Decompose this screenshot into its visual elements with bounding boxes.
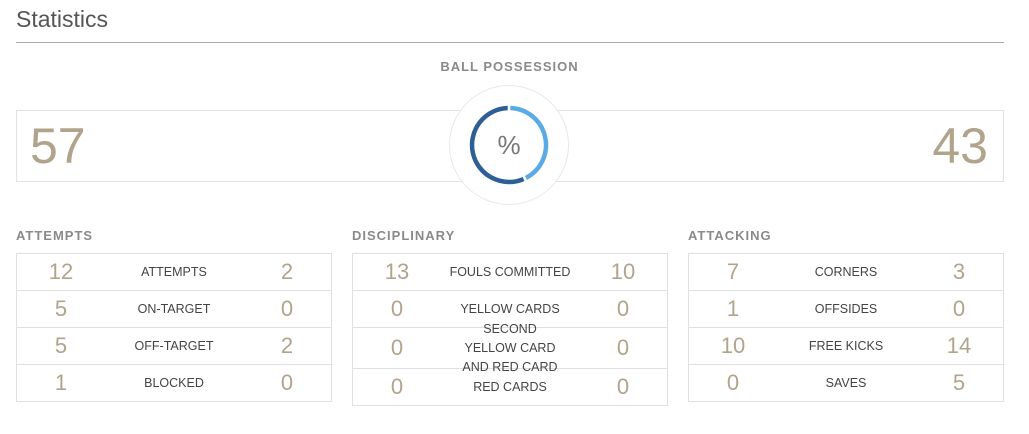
- disciplinary-title: DISCIPLINARY: [352, 228, 456, 243]
- possession-away-arc: [510, 105, 549, 180]
- home-value: 5: [54, 333, 68, 358]
- home-value: 12: [48, 259, 74, 284]
- away-value: 2: [280, 259, 294, 284]
- home-value: 1: [54, 370, 68, 395]
- table-row: 0 RED CARDS 0: [353, 369, 667, 406]
- percent-icon: %: [497, 130, 521, 160]
- table-row: 5 OFF-TARGET 2: [17, 328, 331, 365]
- table-row: 1 OFFSIDES 0: [689, 291, 1003, 328]
- stat-label: OFFSIDES: [814, 301, 878, 316]
- away-value: 0: [616, 374, 630, 399]
- possession-label: BALL POSSESSION: [440, 59, 579, 74]
- away-value: 0: [616, 335, 630, 360]
- away-value: 10: [610, 259, 636, 284]
- table-row: 1 BLOCKED 0: [17, 365, 331, 402]
- attacking-table: 7 CORNERS 3 1 OFFSIDES 0 10 FREE KICKS 1…: [688, 253, 1004, 402]
- home-value: 7: [726, 259, 740, 284]
- table-row: 12 ATTEMPTS 2: [17, 254, 331, 291]
- attacking-section: ATTACKING 7 CORNERS 3 1 OFFSIDES 0 10 FR…: [688, 228, 1004, 402]
- away-value: 0: [952, 296, 966, 321]
- home-value: 10: [720, 333, 746, 358]
- possession-donut: %: [449, 85, 569, 205]
- home-value: 0: [390, 335, 404, 360]
- stat-label: CORNERS: [814, 264, 878, 279]
- away-value: 14: [946, 333, 972, 358]
- possession-home-value: 57: [30, 118, 86, 174]
- table-row: 0 SECOND YELLOW CARD AND RED CARD 0: [353, 322, 667, 374]
- stat-label: YELLOW CARDS: [460, 301, 560, 316]
- stat-label: RED CARDS: [473, 379, 547, 394]
- stat-label: SAVES: [825, 375, 867, 390]
- table-row: 7 CORNERS 3: [689, 254, 1003, 291]
- stat-label: SECOND YELLOW CARD AND RED CARD: [462, 321, 558, 374]
- table-row: 13 FOULS COMMITTED 10: [353, 254, 667, 291]
- table-row: 0 SAVES 5: [689, 365, 1003, 402]
- away-value: 2: [280, 333, 294, 358]
- disciplinary-table: 13 FOULS COMMITTED 10 0 YELLOW CARDS 0 0…: [352, 253, 668, 406]
- stat-label: FOULS COMMITTED: [449, 264, 571, 279]
- away-value: 0: [280, 296, 294, 321]
- away-value: 0: [280, 370, 294, 395]
- home-value: 0: [390, 374, 404, 399]
- table-row: 5 ON-TARGET 0: [17, 291, 331, 328]
- table-row: 10 FREE KICKS 14: [689, 328, 1003, 365]
- away-value: 3: [952, 259, 966, 284]
- away-value: 0: [616, 296, 630, 321]
- attacking-title: ATTACKING: [688, 228, 772, 243]
- title-divider: [16, 42, 1004, 43]
- stat-label: BLOCKED: [144, 375, 204, 390]
- attempts-table: 12 ATTEMPTS 2 5 ON-TARGET 0 5 OFF-TARGET…: [16, 253, 332, 402]
- possession-home-arc: [469, 105, 525, 185]
- away-value: 5: [952, 370, 966, 395]
- home-value: 5: [54, 296, 68, 321]
- stat-label: FREE KICKS: [808, 338, 884, 353]
- home-value: 1: [726, 296, 740, 321]
- stat-label: ON-TARGET: [137, 301, 211, 316]
- table-row: 0 YELLOW CARDS 0: [353, 291, 667, 328]
- possession-away-value: 43: [932, 118, 988, 174]
- attempts-title: ATTEMPTS: [16, 228, 94, 243]
- disciplinary-section: DISCIPLINARY 13 FOULS COMMITTED 10 0 YEL…: [352, 228, 668, 406]
- page-title: Statistics: [16, 6, 109, 32]
- home-value: 0: [726, 370, 740, 395]
- home-value: 13: [384, 259, 410, 284]
- stat-label: ATTEMPTS: [141, 264, 207, 279]
- attempts-section: ATTEMPTS 12 ATTEMPTS 2 5 ON-TARGET 0 5 O…: [16, 228, 332, 402]
- home-value: 0: [390, 296, 404, 321]
- stat-label: OFF-TARGET: [134, 338, 214, 353]
